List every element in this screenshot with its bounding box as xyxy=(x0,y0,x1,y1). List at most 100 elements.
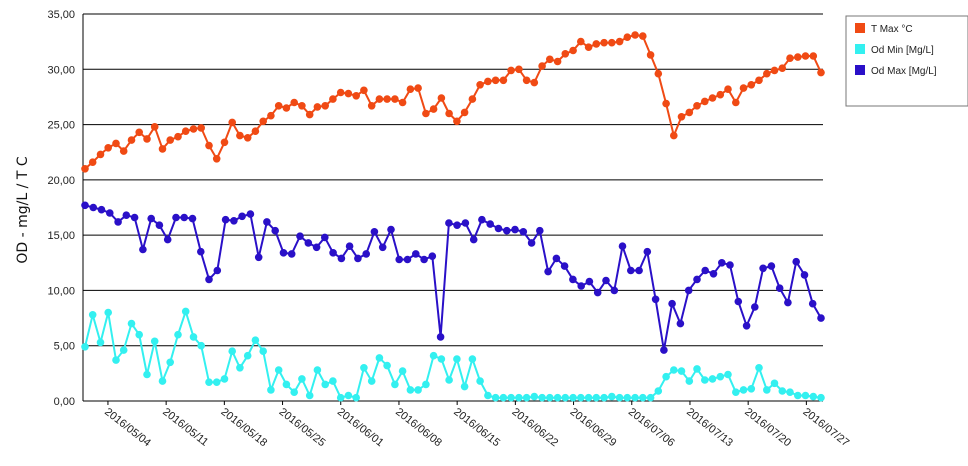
data-point xyxy=(230,217,238,225)
data-point xyxy=(755,364,763,372)
data-point xyxy=(499,76,508,85)
data-point xyxy=(536,226,544,235)
data-point xyxy=(732,98,740,107)
data-point xyxy=(775,284,784,293)
data-point xyxy=(243,134,252,142)
data-point xyxy=(296,232,304,240)
data-point xyxy=(437,94,446,102)
data-point xyxy=(174,330,182,339)
data-point xyxy=(88,158,97,166)
x-tick-label: 2016/07/20 xyxy=(742,406,793,449)
data-point xyxy=(530,392,539,401)
data-point xyxy=(205,141,213,150)
data-point xyxy=(429,351,438,360)
data-point xyxy=(770,66,779,75)
data-point xyxy=(522,393,531,402)
data-point xyxy=(298,102,306,110)
data-point xyxy=(654,69,663,78)
data-point xyxy=(422,109,430,118)
data-point xyxy=(398,98,407,107)
data-point xyxy=(662,372,670,381)
data-point xyxy=(254,253,263,262)
data-point xyxy=(143,135,151,143)
data-point xyxy=(668,299,676,308)
data-point xyxy=(119,346,128,354)
data-point xyxy=(406,386,415,394)
data-point xyxy=(81,165,89,173)
data-point xyxy=(130,213,139,222)
data-point xyxy=(352,393,361,402)
data-point xyxy=(398,367,407,375)
data-point xyxy=(274,102,283,110)
data-point xyxy=(646,51,655,59)
series-line xyxy=(84,204,822,351)
data-point xyxy=(577,393,585,402)
data-point xyxy=(329,249,337,257)
data-point xyxy=(313,103,322,111)
data-point xyxy=(362,250,371,258)
y-tick-label: 15,00 xyxy=(47,230,75,242)
data-point xyxy=(321,233,329,242)
data-point xyxy=(96,150,105,159)
data-point xyxy=(635,266,643,275)
data-point xyxy=(553,393,562,402)
data-point xyxy=(181,307,190,316)
data-point xyxy=(290,388,299,397)
data-point xyxy=(801,52,810,60)
data-point xyxy=(221,215,230,224)
data-point xyxy=(670,131,678,140)
data-point xyxy=(507,393,515,402)
data-point xyxy=(212,378,221,387)
data-point xyxy=(89,203,98,212)
x-tick-label: 2016/07/06 xyxy=(626,406,677,449)
data-point xyxy=(577,282,585,290)
y-tick-label: 10,00 xyxy=(47,285,75,297)
data-point xyxy=(627,266,635,275)
data-point xyxy=(685,377,694,385)
data-point xyxy=(742,322,751,330)
data-point xyxy=(584,43,593,51)
data-point xyxy=(428,252,437,260)
data-point xyxy=(654,387,663,395)
data-point xyxy=(476,377,484,385)
data-point xyxy=(259,347,268,356)
data-point xyxy=(238,212,246,221)
data-point xyxy=(304,239,313,247)
data-point xyxy=(530,78,539,87)
data-point xyxy=(127,319,136,328)
data-point xyxy=(181,127,190,135)
data-point xyxy=(370,228,379,236)
data-point xyxy=(96,338,105,347)
data-point xyxy=(494,224,503,233)
data-point xyxy=(414,386,422,394)
data-point xyxy=(469,235,478,244)
data-point xyxy=(751,303,759,311)
data-point xyxy=(716,90,725,99)
data-point xyxy=(189,125,198,133)
data-point xyxy=(584,393,593,402)
y-tick-label: 0,00 xyxy=(54,396,75,408)
data-point xyxy=(188,214,197,223)
data-point xyxy=(329,377,337,385)
data-point xyxy=(267,111,275,120)
data-point xyxy=(305,110,314,119)
data-point xyxy=(639,393,647,402)
data-point xyxy=(336,88,345,97)
y-tick-label: 5,00 xyxy=(54,341,75,353)
data-point xyxy=(610,286,619,295)
data-point xyxy=(453,117,461,126)
data-point xyxy=(670,366,678,374)
legend-box xyxy=(845,15,968,107)
data-point xyxy=(592,393,601,402)
data-point xyxy=(228,347,236,356)
data-point xyxy=(414,84,422,92)
data-point xyxy=(197,341,205,350)
series-0 xyxy=(81,31,825,173)
data-point xyxy=(212,155,221,163)
data-point xyxy=(739,386,748,394)
data-point xyxy=(602,276,610,285)
legend-swatch xyxy=(855,65,865,75)
data-point xyxy=(724,85,732,93)
data-point xyxy=(801,391,810,400)
data-point xyxy=(786,388,794,397)
